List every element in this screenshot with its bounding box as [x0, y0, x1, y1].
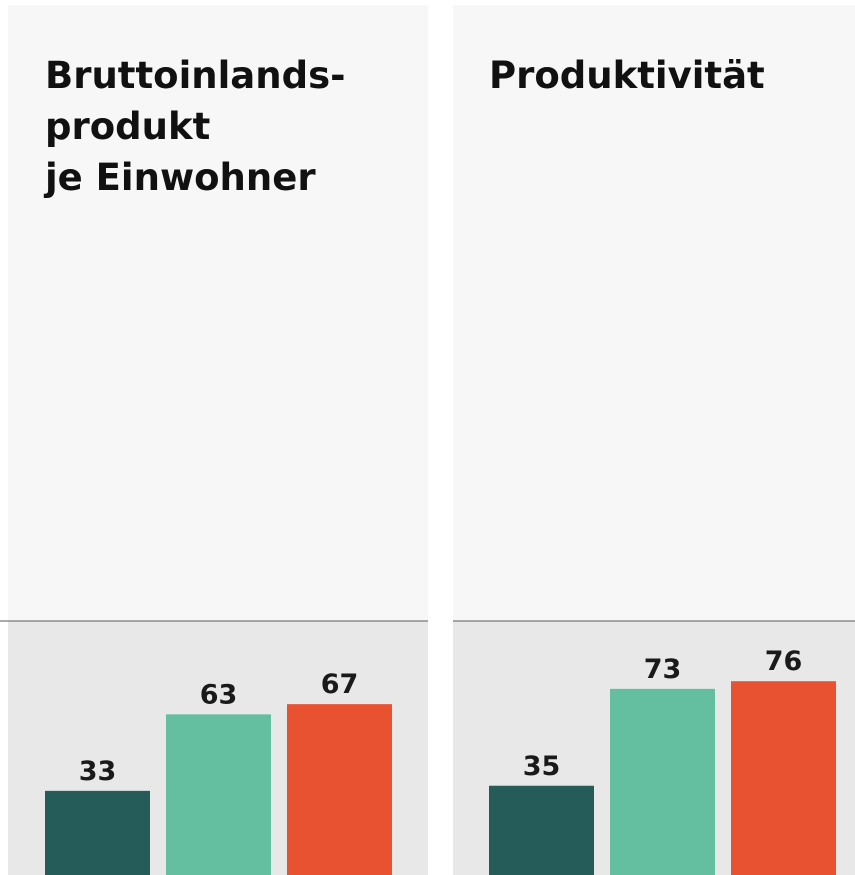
bar — [287, 704, 392, 875]
panel-title: Bruttoinlands- — [45, 54, 345, 97]
bar — [731, 681, 836, 875]
panel-background — [453, 5, 855, 621]
value-label: 63 — [200, 679, 238, 710]
panel-background — [8, 5, 428, 621]
panel-title: je Einwohner — [43, 156, 316, 199]
value-label: 73 — [644, 654, 682, 685]
value-label: 33 — [79, 756, 117, 787]
value-label: 67 — [321, 669, 359, 700]
bar — [45, 790, 150, 875]
value-label: 35 — [523, 751, 561, 782]
panel-title: Produktivität — [489, 54, 765, 97]
bar — [489, 785, 594, 875]
bar — [166, 714, 271, 875]
bar — [610, 688, 715, 875]
value-label: 76 — [765, 646, 803, 677]
panel-title: produkt — [45, 105, 210, 148]
